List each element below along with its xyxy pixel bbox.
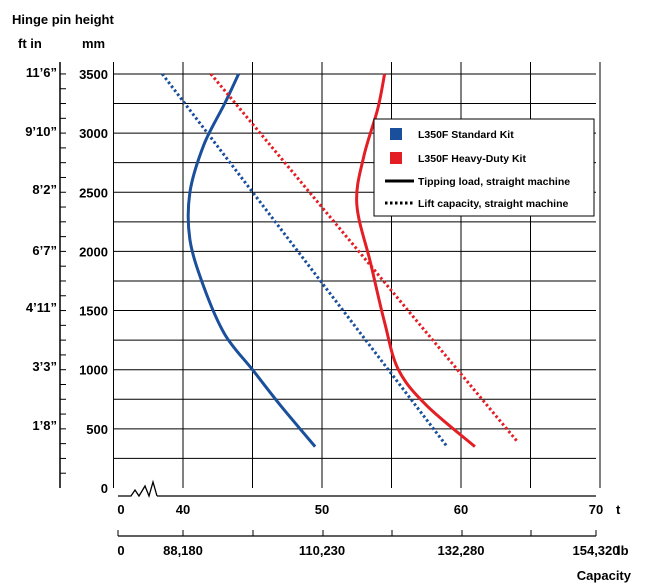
y-tick-label-ftin: 4’11” [26,300,57,315]
x-axis-label: Capacity [577,568,632,583]
x-unit-secondary: lb [617,543,629,558]
y-tick-label-ftin: 1’8” [32,418,57,433]
x-tick-label-t: 0 [117,502,124,517]
x-tick-label-lb: 0 [117,543,124,558]
y-unit-right: mm [82,36,105,51]
y-tick-label-ftin: 11’6” [26,65,57,80]
x-tick-label-lb: 154,320 [573,543,620,558]
x-axis-break [118,479,158,499]
legend-label-tipping: Tipping load, straight machine [418,176,570,188]
series-line-1 [161,72,449,448]
x-tick-label-lb: 88,180 [163,543,203,558]
y-tick-label-mm: 3000 [79,126,108,141]
chart-title: Hinge pin height [12,12,114,27]
axes [59,62,597,537]
y-tick-label-mm: 2500 [79,185,108,200]
y-tick-label-mm: 500 [86,422,108,437]
legend-box [373,118,595,217]
x-tick-label-t: 60 [454,502,468,517]
y-tick-label-mm: 1500 [79,304,108,319]
legend-label-lift: Lift capacity, straight machine [418,198,569,210]
legend-swatch-standard [390,128,402,140]
legend-swatch-heavy-duty [390,152,402,164]
x-tick-label-t: 40 [176,502,190,517]
x-tick-label-t: 50 [315,502,329,517]
y-tick-label-ftin: 6’7” [32,243,57,258]
x-tick-label-lb: 132,280 [438,543,485,558]
x-tick-label-t: 70 [589,502,603,517]
y-tick-label-ftin: 8’2” [32,182,57,197]
x-unit-primary: t [616,502,621,517]
y-tick-label-mm: 0 [101,481,108,496]
legend-label-heavy-duty: L350F Heavy-Duty Kit [418,153,526,165]
grid [113,62,601,488]
x-tick-label-lb: 110,230 [299,543,345,558]
y-tick-label-mm: 1000 [79,363,108,378]
y-unit-left: ft in [18,36,42,51]
series-line-0 [186,73,317,448]
tick-labels: 05001000150020002500300035001’8”3’3”4’11… [25,65,619,558]
y-tick-label-ftin: 3’3” [32,359,57,374]
y-tick-label-mm: 2000 [79,244,108,259]
y-tick-label-mm: 3500 [79,67,108,82]
legend: L350F Standard Kit L350F Heavy-Duty Kit … [373,118,595,217]
legend-label-standard: L350F Standard Kit [418,129,514,141]
y-tick-label-ftin: 9’10” [25,124,57,139]
